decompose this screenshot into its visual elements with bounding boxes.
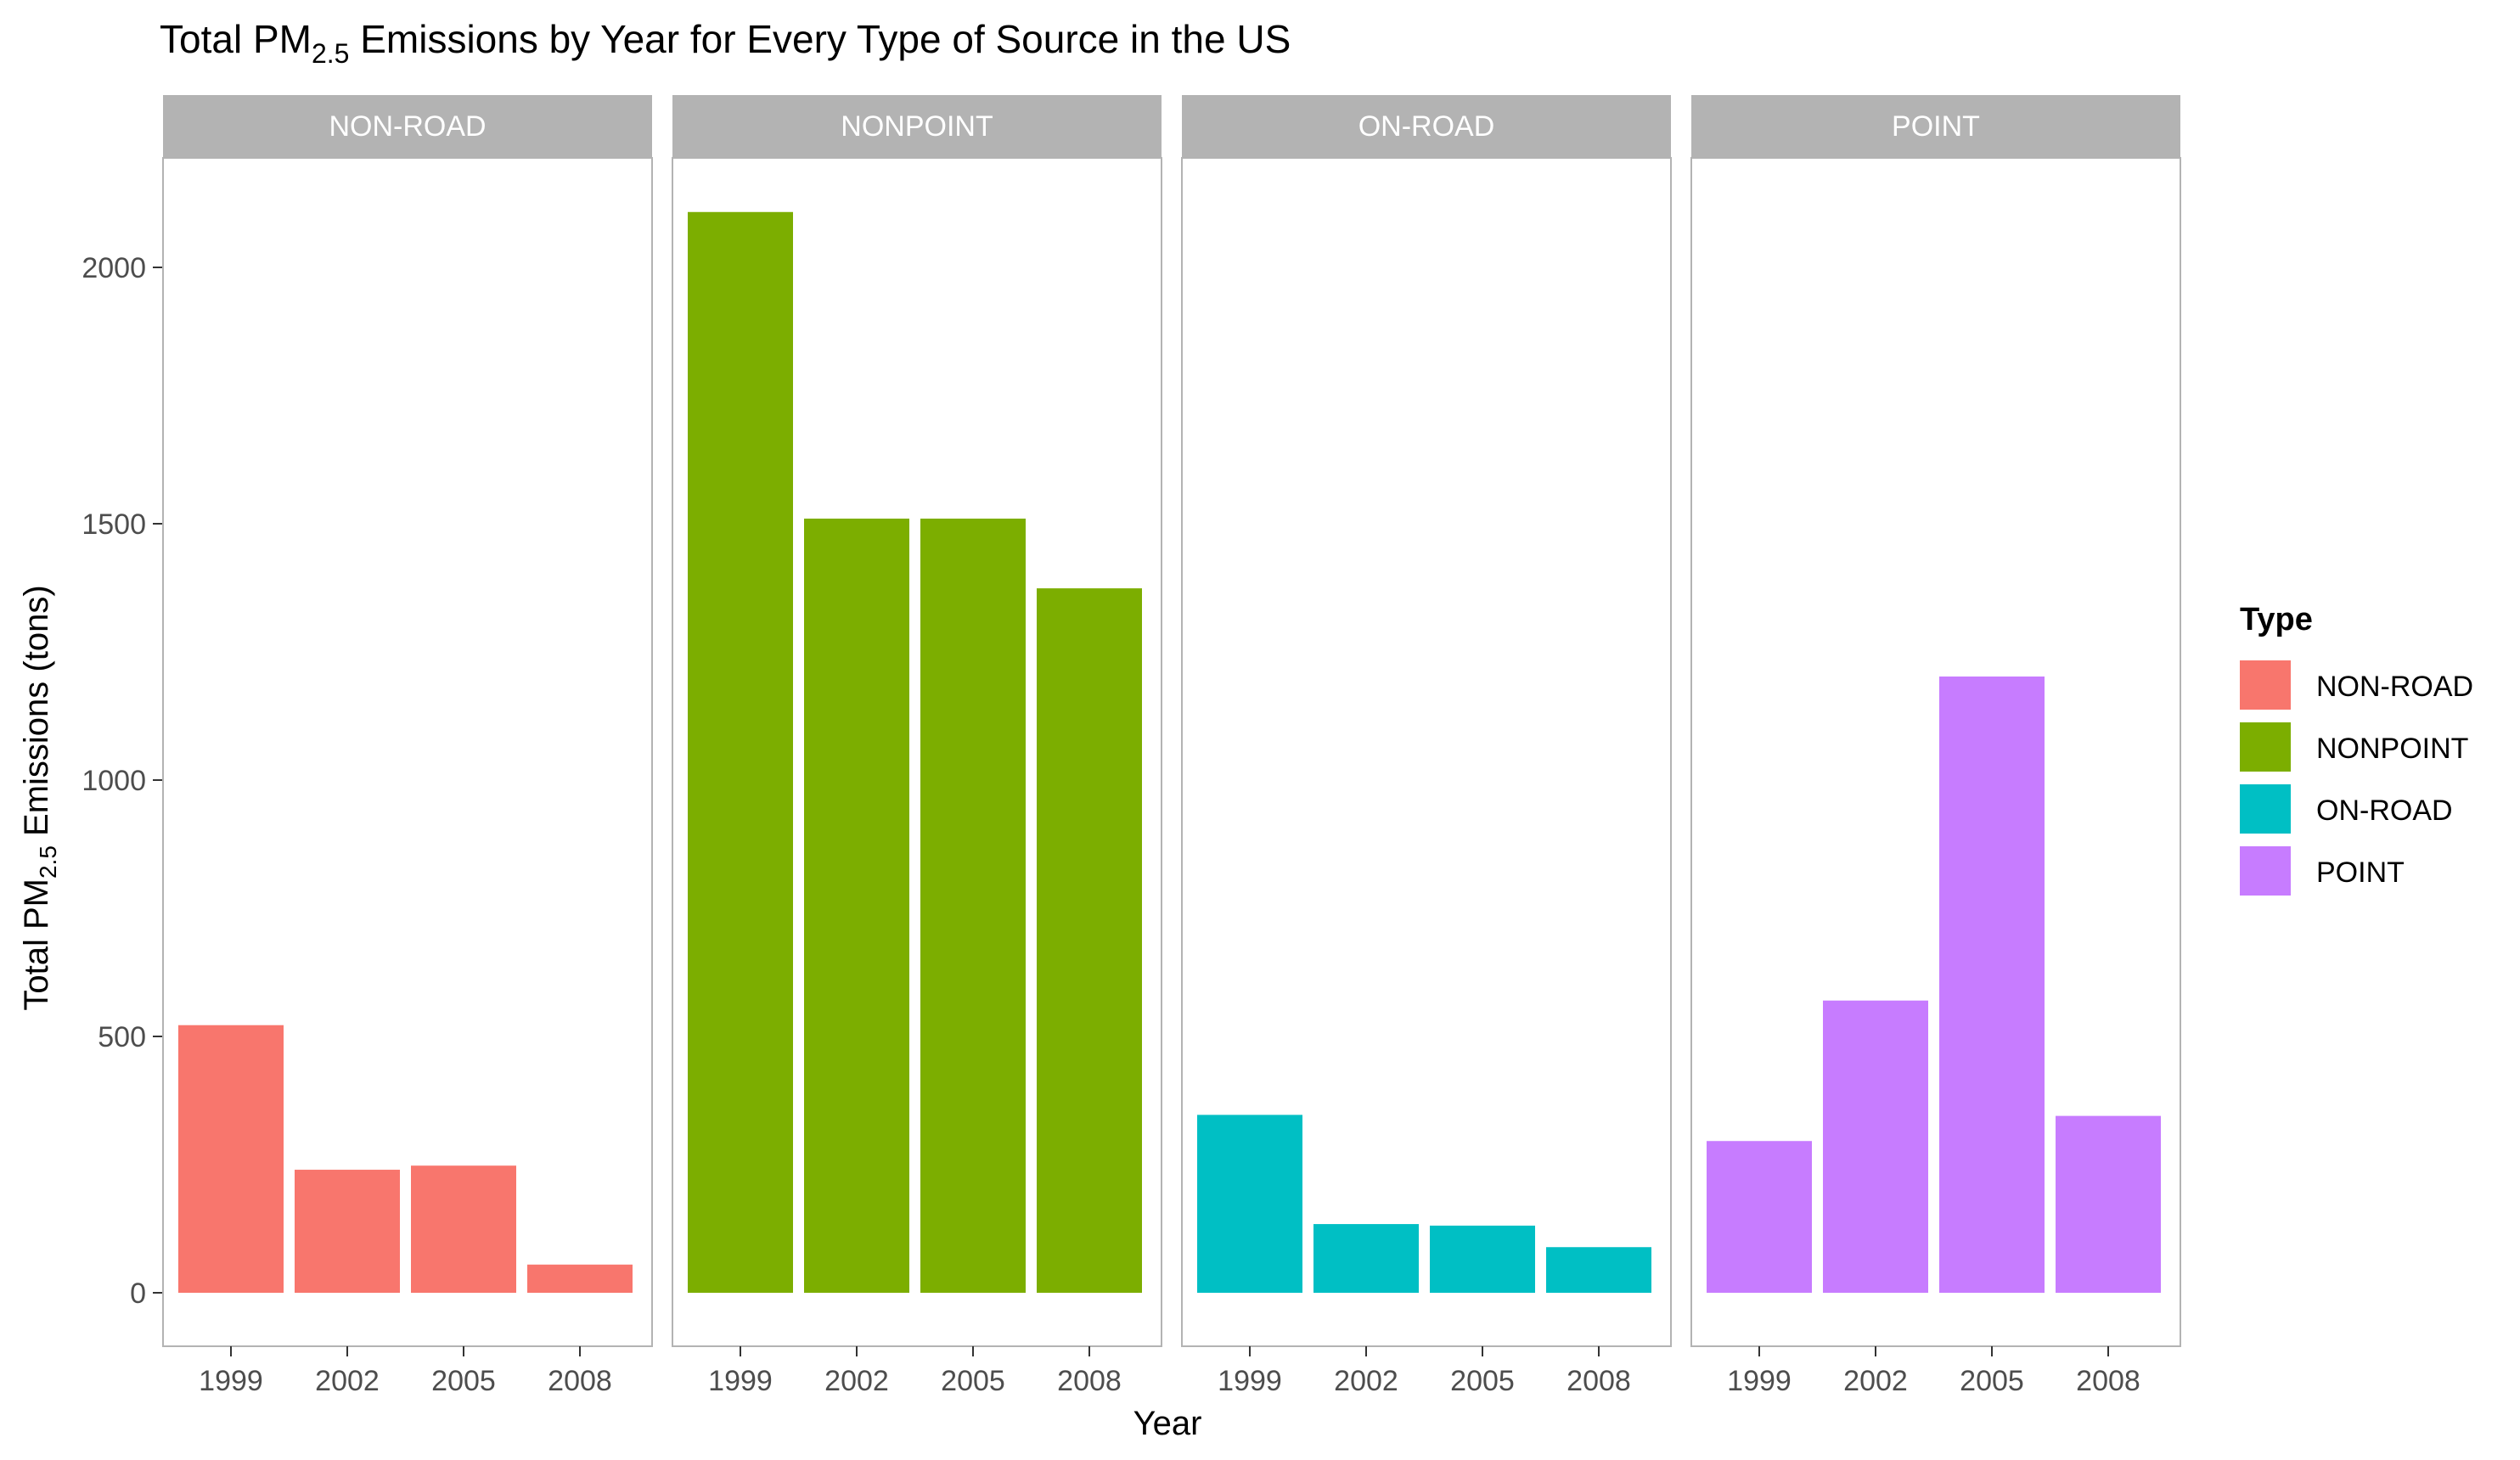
legend-key	[2240, 846, 2291, 896]
bar	[1823, 1000, 1928, 1293]
y-tick-label: 0	[130, 1278, 146, 1310]
facet-panel: NONPOINT 1999 2002 2005 2008	[672, 95, 1162, 1397]
y-tick-label: 500	[98, 1021, 146, 1053]
y-axis-title: Total PM2.5 Emissions (tons)	[18, 585, 61, 1010]
facet-strip	[163, 95, 652, 158]
y-tick-label: 1000	[82, 765, 146, 797]
facet-strip-label: POINT	[1892, 110, 1980, 143]
facet-strip-label: ON-ROAD	[1358, 110, 1495, 143]
x-tick-label: 1999	[708, 1365, 773, 1397]
x-tick-label: 2008	[1567, 1365, 1631, 1397]
bar	[920, 518, 1026, 1293]
legend-label: POINT	[2316, 856, 2405, 889]
facet-strip-label: NONPOINT	[841, 110, 993, 143]
bar	[527, 1264, 633, 1293]
y-tick-label: 1500	[82, 508, 146, 541]
x-tick-label: 2002	[824, 1365, 889, 1397]
bar	[178, 1025, 284, 1293]
bar	[411, 1165, 516, 1293]
facet-panels: NON-ROAD 1999 2002 2005 2008 NONPOINT 1999 2002…	[162, 95, 2181, 1397]
bar	[1430, 1225, 1535, 1293]
legend-label: ON-ROAD	[2316, 795, 2453, 827]
facet-strip	[1182, 95, 1671, 158]
y-axis: 0 500 1000 1500 2000	[82, 252, 163, 1310]
legend-label: NON-ROAD	[2316, 671, 2473, 703]
legend-label: NONPOINT	[2316, 733, 2468, 765]
x-axis-title: Year	[1133, 1405, 1202, 1442]
legend-key	[2240, 660, 2291, 710]
facet-strip	[672, 95, 1162, 158]
x-tick-label: 2008	[2076, 1365, 2140, 1397]
bar	[1546, 1247, 1651, 1293]
facet-panel: NON-ROAD 1999 2002 2005 2008	[162, 95, 653, 1397]
x-tick-label: 2008	[548, 1365, 612, 1397]
y-tick-label: 2000	[82, 252, 146, 284]
facet-strip-label: NON-ROAD	[329, 110, 486, 143]
bar	[1707, 1141, 1812, 1293]
x-tick-label: 2002	[315, 1365, 380, 1397]
x-tick-label: 2005	[1450, 1365, 1515, 1397]
x-tick-label: 2002	[1843, 1365, 1908, 1397]
bar	[1037, 588, 1142, 1293]
x-tick-label: 2005	[1960, 1365, 2024, 1397]
legend: Type NON-ROAD NONPOINT ON-ROAD POINT	[2240, 602, 2473, 896]
bar	[1313, 1224, 1419, 1293]
bar	[1197, 1115, 1302, 1293]
facet-panel: ON-ROAD 1999 2002 2005 2008	[1181, 95, 1672, 1397]
x-tick-label: 2005	[431, 1365, 496, 1397]
bar	[295, 1170, 400, 1293]
x-tick-label: 2002	[1334, 1365, 1398, 1397]
bar	[804, 518, 909, 1293]
legend-title: Type	[2240, 602, 2313, 637]
legend-key	[2240, 784, 2291, 834]
x-tick-label: 2005	[941, 1365, 1005, 1397]
bar	[688, 211, 793, 1293]
x-tick-label: 1999	[1218, 1365, 1282, 1397]
x-tick-label: 1999	[199, 1365, 263, 1397]
bar	[1939, 676, 2045, 1293]
legend-key	[2240, 722, 2291, 772]
facet-panel: POINT 1999 2002 2005 2008	[1690, 95, 2181, 1397]
bar	[2056, 1115, 2161, 1293]
facet-strip	[1691, 95, 2180, 158]
x-tick-label: 1999	[1727, 1365, 1792, 1397]
x-tick-label: 2008	[1057, 1365, 1122, 1397]
chart-title: Total PM2.5 Emissions by Year for Every …	[160, 17, 1291, 69]
